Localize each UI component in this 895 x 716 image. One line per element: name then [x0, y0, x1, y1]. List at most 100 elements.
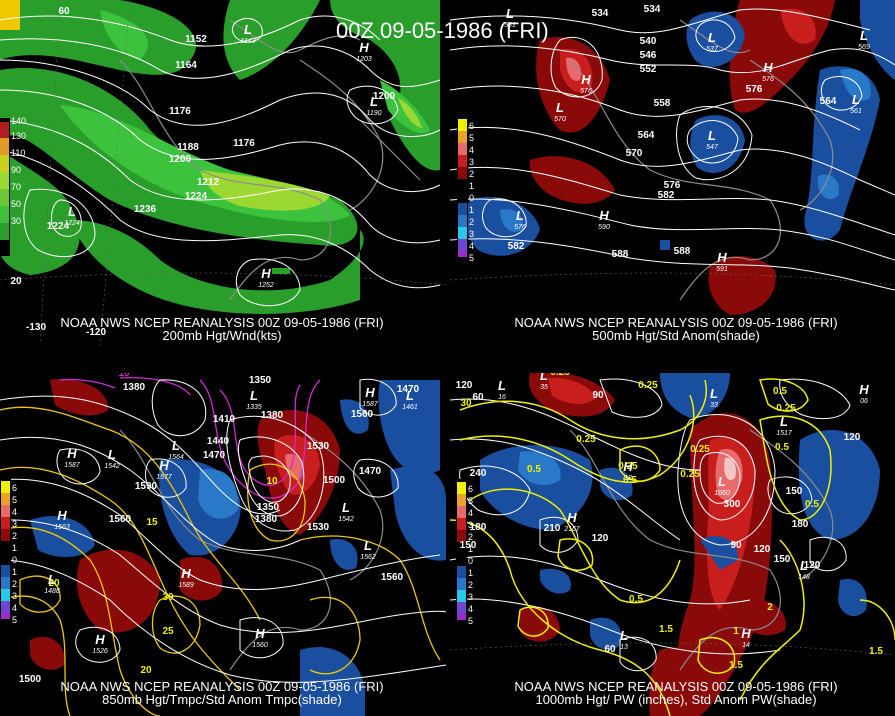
legend-tick-label: 50: [11, 199, 21, 209]
low-pressure-marker: L: [68, 204, 76, 219]
high-pressure-marker: H: [261, 266, 271, 281]
grid-lines: [450, 642, 895, 656]
wind-legend-labels: 140 130 110 90 70 50 30: [11, 116, 26, 226]
panel-500mb-map: 6 5 4 3 2 1 0 1 2 3 4 5 534 534 540 546 552 558 564 570 576…: [450, 0, 895, 315]
high-pressure-value: 1563: [54, 524, 70, 531]
high-pressure-marker: H: [567, 510, 577, 525]
legend-tick-label: 90: [11, 165, 21, 175]
panel-200mb-map: 140 130 110 90 70 50 30 1152 1164 1176 1188 1176 12…: [0, 0, 446, 345]
contour-label: 0.25: [776, 403, 796, 414]
contour-label: 1500: [19, 674, 42, 685]
low-pressure-marker: L: [172, 438, 180, 453]
contour-label: 1380: [255, 514, 278, 525]
contour-label: 576: [664, 180, 681, 191]
low-pressure-value: 16: [498, 394, 506, 401]
low-pressure-marker: L: [710, 386, 718, 401]
legend-tick-label: 4: [12, 507, 17, 517]
contour-label: 1350: [257, 502, 280, 513]
pw-contours: [450, 378, 895, 716]
legend-tick-label: 1: [12, 543, 17, 553]
contour-label: 1200: [169, 154, 192, 165]
panel-500mb-caption: NOAA NWS NCEP REANALYSIS 00Z 09-05-1986 …: [476, 316, 876, 342]
height-contours: [450, 378, 851, 672]
contour-label: 120: [620, 364, 637, 375]
high-pressure-value: 1587: [64, 462, 81, 469]
contour-label: 120: [804, 560, 821, 571]
contour-label: 1152: [185, 34, 207, 45]
legend-tick-label: 2: [468, 532, 473, 542]
contour-label: 0.25: [576, 434, 596, 445]
low-pressure-marker: L: [244, 22, 252, 37]
legend-tick-label: 1: [469, 181, 474, 191]
contour-label: 1560: [109, 514, 132, 525]
contour-label: 0.5: [629, 594, 643, 605]
low-pressure-marker: L: [506, 6, 514, 21]
legend-tick-label: 3: [468, 520, 473, 530]
legend-tick-label: 5: [469, 253, 474, 263]
high-pressure-marker: H: [159, 458, 169, 473]
low-pressure-marker: L: [800, 558, 808, 573]
legend-tick-label: 70: [11, 182, 21, 192]
high-pressure-value: 590: [598, 224, 610, 231]
low-pressure-value: 1335: [246, 404, 262, 411]
legend-tick-label: 6: [12, 483, 17, 493]
low-pressure-value: 1562: [360, 554, 376, 561]
panel-1000mb-source: NOAA NWS NCEP REANALYSIS 00Z 09-05-1986 …: [514, 679, 838, 694]
high-pressure-value: 576: [762, 76, 774, 83]
low-pressure-marker: L: [780, 414, 788, 429]
low-pressure-marker: L: [48, 572, 56, 587]
low-pressure-marker: L: [250, 388, 258, 403]
contour-label: 1176: [233, 138, 255, 149]
contour-label: 60: [58, 6, 70, 17]
low-pressure-marker: L: [620, 628, 628, 643]
contour-label: 60: [472, 392, 484, 403]
legend-tick-label: 4: [468, 604, 473, 614]
contour-label: 582: [508, 241, 525, 252]
low-pressure-value: 148: [798, 574, 810, 581]
figure-title: 00Z 09-05-1986 (FRI): [336, 18, 549, 43]
contour-label: 0.5: [775, 442, 789, 453]
contour-label: 120: [592, 533, 609, 544]
panel-500mb-variable: 500mb Hgt/Std Anom(shade): [592, 328, 760, 343]
legend-tick-label: 5: [469, 133, 474, 143]
legend-tick-label: 6: [468, 484, 473, 494]
high-pressure-marker: H: [859, 382, 869, 397]
contour-label: 1224: [47, 221, 70, 232]
cold-temp-contours: [59, 376, 321, 499]
contour-label: 30: [460, 398, 472, 409]
legend-tick-label: 3: [12, 519, 17, 529]
contour-label: 1380: [261, 410, 284, 421]
wind-speed-shading: [0, 0, 440, 314]
contour-label: 1470: [397, 384, 420, 395]
high-pressure-marker: H: [623, 459, 633, 474]
low-pressure-marker: L: [556, 100, 564, 115]
contour-label: 210: [544, 523, 561, 534]
contour-label: 1590: [135, 481, 158, 492]
low-pressure-marker: L: [108, 447, 116, 462]
contour-label: 30: [162, 592, 174, 603]
contour-label: 120: [456, 380, 473, 391]
low-pressure-marker: L: [406, 388, 414, 403]
legend-tick-label: 30: [11, 216, 21, 226]
low-pressure-marker: L: [708, 128, 716, 143]
legend-tick-label: 6: [469, 121, 474, 131]
contour-label: 1: [733, 626, 739, 637]
high-pressure-marker: H: [717, 250, 727, 265]
low-pressure-value: 33: [710, 402, 718, 409]
contour-label: 1350: [249, 375, 272, 386]
legend-tick-label: 140: [11, 116, 26, 126]
br-contour-labels: 1209012060302401801502101206012015018012…: [456, 364, 884, 671]
panel-200mb-caption: NOAA NWS NCEP REANALYSIS 00Z 09-05-1986 …: [22, 316, 422, 342]
contour-label: 0.25: [550, 367, 570, 378]
contour-label: 1188: [177, 142, 199, 153]
legend-tick-label: 3: [469, 229, 474, 239]
contour-label: 120: [754, 544, 771, 555]
high-pressure-value: 1587: [362, 401, 379, 408]
contour-label: 1560: [381, 572, 404, 583]
panel-500mb-source: NOAA NWS NCEP REANALYSIS 00Z 09-05-1986 …: [514, 315, 838, 330]
high-pressure-value: 1589: [178, 582, 194, 589]
low-pressure-value: 1190: [366, 110, 381, 117]
high-pressure-value: 18: [624, 475, 632, 482]
contour-label: 10: [266, 476, 278, 487]
